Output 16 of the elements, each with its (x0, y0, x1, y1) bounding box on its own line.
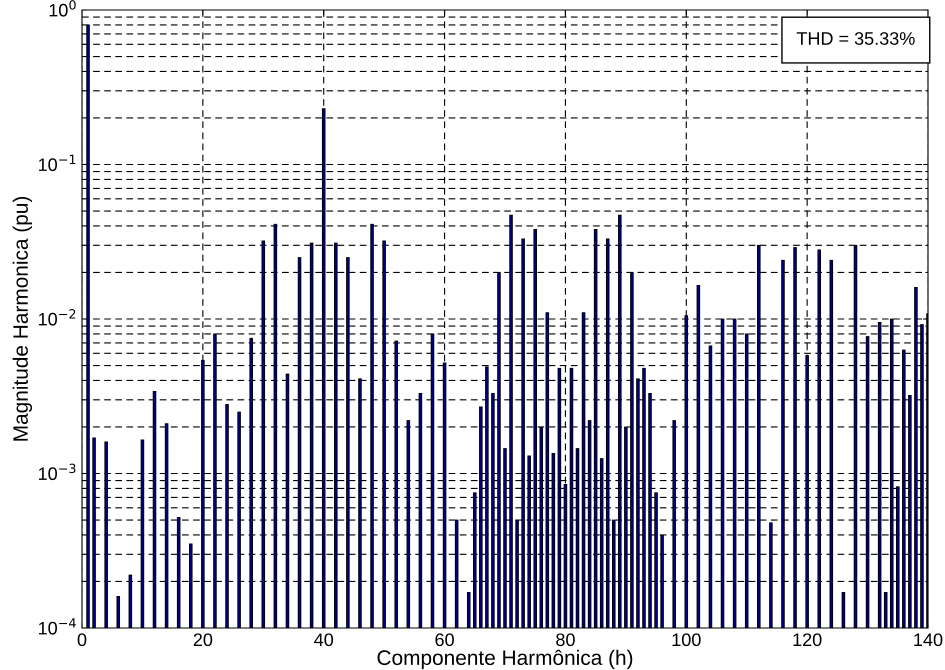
y-tick-label: 10$^{−3}$ (38, 464, 76, 480)
x-tick-label: 20 (194, 633, 212, 646)
x-tick-label: 120 (793, 633, 822, 646)
x-tick-label: 80 (556, 633, 575, 646)
x-tick-label: 60 (435, 633, 454, 646)
y-tick-label: 10$^{0}$ (50, 0, 76, 17)
y-tick-label: 10$^{−2}$ (38, 309, 76, 326)
x-axis-title: Componente Harmônica (h) (378, 650, 632, 670)
y-tick-label: 10$^{−4}$ (38, 618, 76, 635)
y-axis-title: Magnitude Harmonica (pu) (12, 196, 32, 441)
annotation: THD = 35.33% (796, 32, 915, 45)
x-tick-label: 40 (314, 633, 334, 646)
y-tick-label: 10$^{−1}$ (38, 154, 76, 172)
x-tick-label: 0 (78, 633, 86, 646)
x-tick-label: 140 (914, 633, 942, 646)
x-tick-label: 100 (672, 633, 701, 646)
